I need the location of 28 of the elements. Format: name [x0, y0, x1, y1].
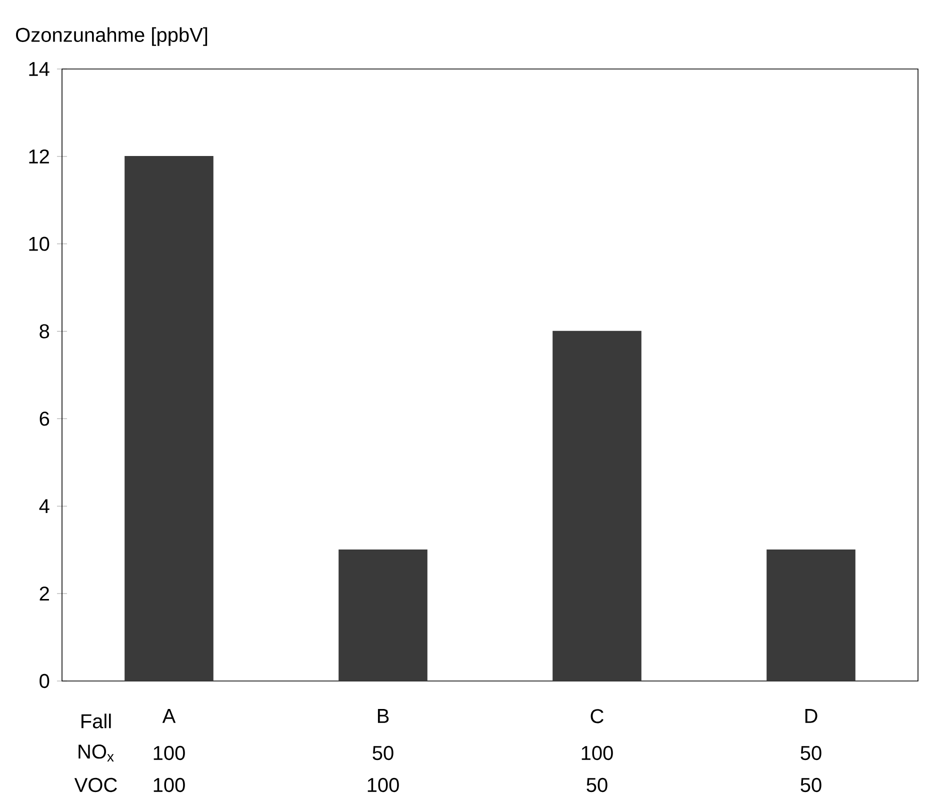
text: 100	[368, 778, 399, 792]
bar	[338, 549, 428, 682]
text: 100	[154, 778, 185, 792]
bar	[552, 330, 642, 682]
y-tick-label: 10	[29, 236, 50, 251]
bar	[766, 549, 856, 682]
bar	[124, 156, 214, 682]
text: 50	[800, 746, 822, 760]
y-axis-title: Ozonzunahme [ppbV]	[16, 27, 208, 46]
y-tick-label: 0	[40, 674, 50, 688]
x-tick-label: D	[805, 709, 818, 723]
x-tick-label: A	[162, 709, 176, 723]
text: 100	[154, 746, 185, 760]
y-tick-label: 2	[40, 586, 49, 601]
x-tick-label: C	[590, 709, 604, 724]
text: 50	[800, 778, 822, 792]
text: 100	[582, 746, 613, 760]
y-tick-label: 14	[29, 62, 50, 76]
y-tick-label: 4	[39, 499, 50, 514]
text: 50	[372, 746, 394, 760]
x-tick-label: B	[378, 709, 389, 723]
text: 50	[586, 778, 608, 792]
y-tick-label: 8	[40, 324, 50, 338]
text: NO$_{x}$	[78, 744, 114, 762]
y-tick-label: 12	[29, 149, 49, 164]
y-tick-label: 6	[40, 412, 50, 426]
text: Fall	[82, 714, 111, 728]
text: VOC	[74, 778, 117, 792]
